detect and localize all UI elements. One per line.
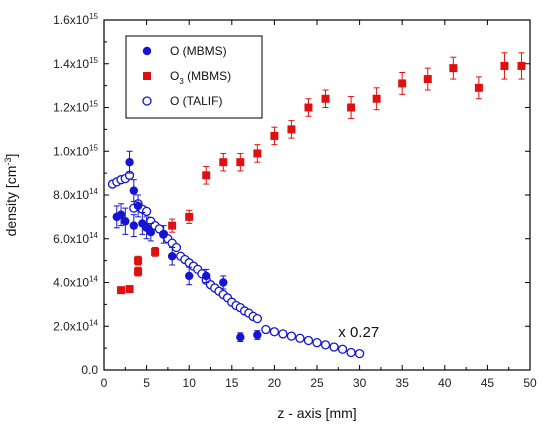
y-axis: 0.0 2.0x1014 4.0x1014 6.0x1014 8.0x1014 1.0x1… (53, 12, 530, 377)
data-point (295, 333, 305, 343)
data-point (398, 79, 407, 88)
legend-label: O3 (MBMS) (170, 69, 231, 86)
data-point (121, 217, 130, 226)
data-point (474, 83, 483, 92)
data-point (304, 103, 313, 112)
legend-label: O (MBMS) (170, 44, 227, 58)
x-tick-label: 40 (438, 376, 452, 390)
data-point (517, 61, 526, 70)
data-point (253, 149, 262, 158)
data-point (236, 158, 245, 167)
x-tick-label: 15 (225, 376, 239, 390)
data-point (278, 329, 288, 339)
data-point (346, 347, 356, 358)
data-point (129, 221, 139, 230)
y-tick-label: 1.2x1015 (53, 100, 98, 115)
series-layer (107, 52, 526, 359)
x-tick-label: 35 (396, 376, 410, 390)
data-point (185, 271, 194, 281)
x-tick-label: 0 (101, 376, 108, 390)
x-tick-label: 50 (523, 376, 537, 390)
data-point (354, 348, 365, 359)
data-point (329, 342, 339, 352)
legend-marker (143, 72, 151, 80)
legend-marker (142, 46, 152, 56)
x-tick-label: 45 (481, 376, 495, 390)
data-point (347, 103, 356, 112)
x-tick-label: 10 (183, 376, 197, 390)
data-point (202, 171, 211, 180)
series-0 (112, 150, 262, 343)
y-tick-label: 8.0x1014 (53, 187, 98, 202)
data-point (303, 335, 314, 346)
data-point (133, 201, 143, 211)
data-point (252, 313, 263, 324)
x-tick-label: 30 (353, 376, 367, 390)
legend: O (MBMS) O3 (MBMS) O (TALIF) (125, 35, 263, 119)
x-tick-label: 5 (143, 376, 150, 390)
y-axis-title: density [cm-3] (3, 154, 19, 237)
y-tick-label: 0.0 (81, 363, 98, 377)
series-2 (107, 170, 365, 359)
data-point (141, 206, 152, 217)
data-point (320, 340, 331, 350)
data-point (151, 247, 160, 256)
data-point (312, 338, 322, 348)
x-tick-label: 20 (268, 376, 282, 390)
x-axis-title: z - axis [mm] (277, 405, 356, 421)
legend-marker (142, 96, 152, 106)
data-point (219, 158, 228, 167)
data-point (253, 330, 262, 340)
data-point (321, 94, 330, 103)
data-point (117, 286, 126, 295)
data-point (236, 332, 245, 342)
data-point (185, 212, 194, 221)
data-point (134, 256, 143, 265)
y-tick-label: 1.6x1015 (53, 12, 98, 27)
data-point (261, 324, 271, 335)
data-point (286, 331, 297, 341)
y-tick-label: 1.4x1015 (53, 56, 98, 71)
data-point (129, 186, 139, 195)
y-tick-label: 1.0x1015 (53, 143, 98, 158)
data-point (270, 131, 279, 140)
data-point (125, 157, 134, 167)
data-point (287, 125, 296, 134)
legend-label: O (TALIF) (170, 94, 222, 108)
y-tick-label: 2.0x1014 (53, 318, 98, 333)
data-point (167, 252, 177, 261)
data-point (219, 278, 228, 287)
data-point (337, 344, 348, 354)
data-point (125, 285, 134, 294)
y-tick-label: 4.0x1014 (53, 275, 98, 290)
data-point (500, 61, 509, 70)
series-1 (117, 52, 526, 295)
data-point (159, 230, 168, 239)
x-axis: 0 5 10 15 20 25 30 35 40 45 50 (101, 20, 537, 390)
data-point (423, 75, 432, 84)
data-point (449, 64, 458, 73)
data-point (269, 327, 280, 337)
y-tick-label: 6.0x1014 (53, 231, 98, 246)
data-point (134, 267, 143, 276)
x-tick-label: 25 (310, 376, 324, 390)
scale-annotation: x 0.27 (338, 324, 379, 341)
data-point (146, 227, 156, 237)
data-point (168, 221, 177, 230)
data-point (202, 271, 211, 281)
data-point (116, 210, 126, 219)
data-point (372, 94, 381, 103)
